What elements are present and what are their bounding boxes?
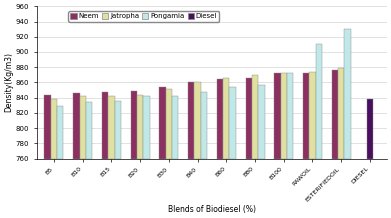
Bar [102, 92, 108, 158]
Bar [281, 73, 287, 158]
Bar [309, 72, 316, 158]
Bar [115, 101, 121, 158]
Bar [86, 102, 92, 158]
Bar [230, 87, 236, 158]
Bar [344, 29, 351, 158]
Bar [45, 95, 51, 158]
Bar [316, 44, 322, 158]
Bar [274, 73, 281, 158]
Bar [57, 106, 63, 158]
Bar [137, 95, 143, 158]
Bar [332, 70, 338, 158]
Bar [51, 99, 57, 158]
Bar [367, 99, 373, 158]
Bar [143, 96, 150, 158]
Bar [172, 96, 178, 158]
X-axis label: Blends of Biodiesel (%): Blends of Biodiesel (%) [168, 205, 256, 214]
Bar [108, 96, 115, 158]
Bar [217, 79, 223, 158]
Bar [166, 89, 172, 158]
Bar [338, 68, 344, 158]
Bar [303, 73, 309, 158]
Bar [73, 93, 79, 158]
Legend: Neem, Jatropha, Pongamia, Diesel: Neem, Jatropha, Pongamia, Diesel [68, 11, 219, 22]
Bar [194, 82, 201, 158]
Bar [252, 75, 258, 158]
Bar [201, 92, 207, 158]
Bar [287, 73, 293, 158]
Bar [258, 85, 265, 158]
Y-axis label: Density(Kg/m3): Density(Kg/m3) [4, 52, 13, 112]
Bar [223, 78, 230, 158]
Bar [79, 96, 86, 158]
Bar [160, 87, 166, 158]
Bar [188, 82, 194, 158]
Bar [246, 78, 252, 158]
Bar [131, 91, 137, 158]
